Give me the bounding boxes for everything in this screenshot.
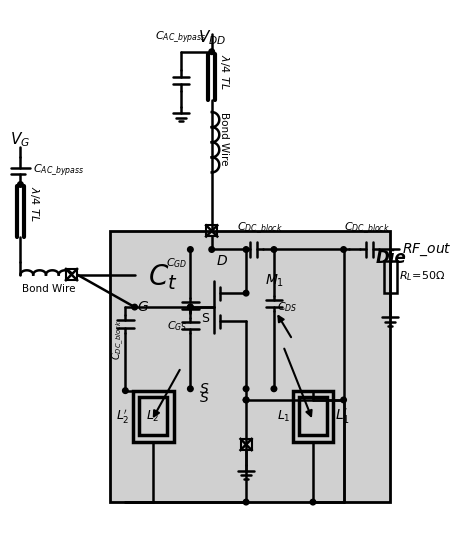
Text: $L_1$: $L_1$: [277, 409, 291, 424]
Text: $S$: $S$: [198, 391, 209, 405]
Circle shape: [341, 397, 346, 403]
Circle shape: [271, 386, 277, 392]
Text: $L_1'$: $L_1'$: [335, 407, 350, 426]
Text: $V_G$: $V_G$: [10, 131, 30, 149]
Text: $C_{AC\_bypass}$: $C_{AC\_bypass}$: [155, 30, 207, 45]
Circle shape: [132, 305, 138, 310]
Bar: [139, 397, 167, 435]
Bar: [109, 231, 390, 502]
Bar: [241, 439, 252, 450]
Text: $M_1$: $M_1$: [265, 272, 284, 288]
Text: $C_{GD}$: $C_{GD}$: [166, 257, 188, 270]
Text: $L_2$: $L_2$: [147, 409, 160, 424]
Text: $V_{DD}$: $V_{DD}$: [197, 29, 226, 47]
Bar: [292, 391, 333, 442]
Circle shape: [243, 499, 249, 505]
Text: $R_L\!=\!50\Omega$: $R_L\!=\!50\Omega$: [400, 270, 446, 284]
Circle shape: [209, 247, 214, 252]
Text: $\lambda/4\ TL$: $\lambda/4\ TL$: [28, 186, 41, 222]
Text: $\lambda/4\ TL$: $\lambda/4\ TL$: [218, 54, 231, 89]
Text: $C_{DS}$: $C_{DS}$: [277, 300, 297, 314]
Circle shape: [243, 247, 249, 252]
Circle shape: [18, 182, 23, 187]
Circle shape: [310, 499, 316, 505]
Text: $C_{DC\_block}$: $C_{DC\_block}$: [110, 320, 126, 360]
Bar: [384, 260, 396, 293]
Text: $C_{AC\_bypass}$: $C_{AC\_bypass}$: [33, 162, 84, 179]
Circle shape: [243, 397, 249, 403]
Text: $C_{GS}$: $C_{GS}$: [167, 318, 188, 332]
Text: $\mathit{C_t}$: $\mathit{C_t}$: [148, 263, 178, 292]
Text: $C_{DC\_block}$: $C_{DC\_block}$: [344, 220, 390, 236]
Text: $C_{DC\_block}$: $C_{DC\_block}$: [237, 220, 283, 236]
Circle shape: [188, 305, 193, 310]
Text: $S$: $S$: [198, 382, 209, 396]
Text: Bond Wire: Bond Wire: [219, 112, 229, 166]
Bar: [133, 391, 173, 442]
Circle shape: [243, 291, 249, 296]
Circle shape: [243, 386, 249, 392]
Text: $D$: $D$: [217, 254, 228, 268]
Circle shape: [209, 49, 214, 54]
Circle shape: [188, 305, 193, 310]
Circle shape: [271, 247, 277, 252]
Circle shape: [188, 247, 193, 252]
Circle shape: [188, 386, 193, 392]
Circle shape: [341, 247, 346, 252]
Bar: [299, 397, 327, 435]
Circle shape: [123, 388, 128, 393]
Text: Die: Die: [376, 250, 407, 267]
Text: $RF\_out$: $RF\_out$: [402, 242, 452, 258]
Circle shape: [243, 397, 249, 403]
Text: Bond Wire: Bond Wire: [22, 284, 76, 294]
Text: $L_2'$: $L_2'$: [116, 407, 130, 425]
Text: S: S: [201, 312, 209, 325]
Text: $G$: $G$: [138, 300, 149, 314]
Bar: [206, 225, 217, 237]
Bar: [66, 269, 77, 280]
